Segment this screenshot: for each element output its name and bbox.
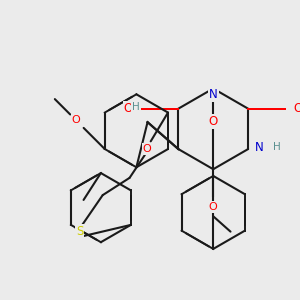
Text: O: O <box>293 102 300 115</box>
Text: N: N <box>209 88 218 101</box>
Text: N: N <box>255 141 264 154</box>
Text: O: O <box>72 115 80 125</box>
Text: O: O <box>124 102 133 115</box>
Text: O: O <box>208 115 218 128</box>
Text: H: H <box>132 102 140 112</box>
Text: H: H <box>273 142 281 152</box>
Text: S: S <box>76 225 83 238</box>
Text: O: O <box>142 144 151 154</box>
Text: O: O <box>209 202 218 212</box>
